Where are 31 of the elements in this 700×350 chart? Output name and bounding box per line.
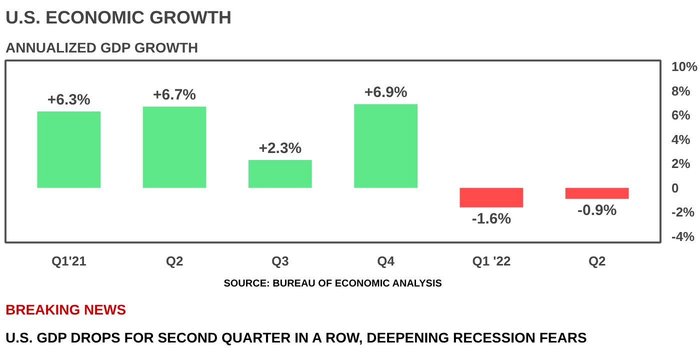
data-label: +2.3% bbox=[258, 140, 302, 157]
x-tick-label: Q4 bbox=[377, 254, 396, 268]
bar bbox=[460, 188, 524, 208]
x-tick-label: Q1'21 bbox=[51, 254, 86, 268]
y-tick-label: -4% bbox=[672, 228, 696, 244]
y-tick-label: -2% bbox=[672, 204, 696, 220]
y-tick-label: 10% bbox=[672, 59, 698, 74]
y-tick-label: 8% bbox=[672, 83, 691, 98]
text: U.S. GDP DROPS FOR SECOND QUARTER IN A ROW, DEEPENING RECESSION FEARS bbox=[6, 330, 587, 346]
data-label: +6.7% bbox=[153, 86, 196, 104]
bar bbox=[565, 188, 629, 199]
y-tick-label: 6% bbox=[672, 108, 691, 123]
bar bbox=[354, 104, 418, 188]
source-note: SOURCE: BUREAU OF ECONOMIC ANALYSIS bbox=[224, 278, 442, 290]
x-tick-label: Q3 bbox=[272, 254, 289, 268]
data-label: -1.6% bbox=[472, 210, 512, 228]
bar bbox=[142, 106, 206, 188]
data-label: +6.9% bbox=[364, 84, 408, 102]
bar bbox=[37, 111, 101, 188]
data-label: +6.3% bbox=[47, 91, 90, 108]
data-label: -0.9% bbox=[578, 202, 617, 219]
chart-subtitle: ANNUALIZED GDP GROWTH bbox=[6, 40, 198, 56]
chart-title: U.S. ECONOMIC GROWTH bbox=[6, 8, 232, 28]
x-tick-label: Q2 bbox=[588, 254, 606, 268]
text: BREAKING NEWS bbox=[6, 302, 126, 318]
bar bbox=[248, 160, 312, 188]
y-tick-label: 0 bbox=[672, 180, 679, 196]
y-tick-label: 4% bbox=[672, 132, 691, 147]
x-tick-label: Q2 bbox=[166, 254, 184, 268]
y-tick-label: 2% bbox=[672, 156, 691, 172]
x-tick-label: Q1 '22 bbox=[472, 254, 511, 268]
